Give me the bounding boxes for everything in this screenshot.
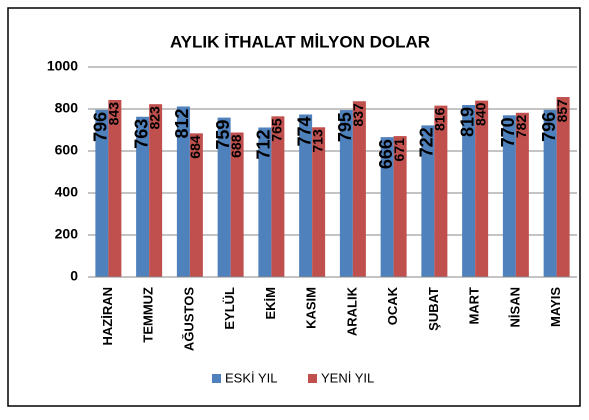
data-label: 837 — [350, 103, 366, 127]
data-label: 666 — [376, 139, 396, 169]
data-label: 671 — [391, 138, 407, 162]
data-label: 819 — [457, 107, 477, 137]
y-tick-label: 600 — [55, 142, 79, 158]
bar — [95, 109, 109, 277]
bar — [462, 105, 476, 277]
bar — [149, 104, 163, 277]
chart-border — [7, 7, 581, 407]
bar — [299, 114, 313, 278]
data-label: 796 — [539, 112, 559, 142]
bar — [543, 109, 557, 277]
data-label: 840 — [472, 102, 488, 126]
bar — [475, 100, 489, 277]
bar — [352, 101, 366, 277]
data-label: 770 — [498, 117, 518, 147]
x-tick-label: NİSAN — [507, 287, 522, 327]
data-label: 816 — [432, 107, 448, 131]
bar — [421, 125, 435, 277]
bar — [230, 132, 244, 277]
bar — [380, 137, 394, 277]
bar — [108, 99, 122, 277]
chart-title: AYLIK İTHALAT MİLYON DOLAR — [170, 32, 430, 51]
data-label: 713 — [309, 129, 325, 153]
legend-swatch — [212, 374, 221, 383]
data-label: 795 — [335, 112, 355, 142]
y-tick-label: 1000 — [47, 58, 78, 74]
data-label: 823 — [146, 106, 162, 130]
legend-label: YENİ YIL — [321, 370, 374, 385]
data-label: 796 — [91, 112, 111, 142]
bar — [176, 106, 190, 277]
data-label: 765 — [269, 118, 285, 142]
data-label: 774 — [294, 116, 314, 146]
x-tick-label: ARALIK — [344, 286, 359, 336]
data-label: 812 — [172, 108, 192, 138]
data-label: 782 — [513, 115, 529, 139]
bar — [312, 127, 326, 278]
bar — [217, 117, 231, 277]
data-label: 712 — [254, 129, 274, 159]
bar — [271, 116, 285, 277]
y-tick-label: 0 — [70, 268, 78, 284]
bar — [556, 97, 570, 277]
data-label: 688 — [228, 134, 244, 158]
bar — [136, 116, 150, 278]
data-label: 857 — [554, 99, 570, 123]
x-tick-label: KASIM — [304, 287, 319, 329]
bar — [515, 112, 529, 277]
legend-label: ESKİ YIL — [225, 370, 278, 385]
bar — [393, 136, 407, 277]
x-tick-label: HAZİRAN — [100, 287, 115, 346]
y-tick-label: 800 — [55, 100, 79, 116]
x-tick-label: AĞUSTOS — [181, 287, 196, 351]
bar — [339, 110, 353, 277]
x-tick-label: MAYIS — [548, 287, 563, 327]
x-tick-label: OCAK — [385, 286, 400, 325]
legend-swatch — [308, 374, 317, 383]
data-label: 722 — [417, 127, 437, 157]
x-tick-label: MART — [467, 287, 482, 325]
y-tick-label: 200 — [55, 226, 79, 242]
bar — [258, 127, 272, 277]
x-tick-label: EYLÜL — [222, 287, 237, 330]
x-tick-label: ŞUBAT — [426, 287, 441, 331]
data-label: 843 — [106, 102, 122, 126]
data-label: 759 — [213, 120, 233, 150]
bar — [502, 115, 516, 277]
data-label: 684 — [187, 135, 203, 159]
x-tick-label: TEMMUZ — [141, 287, 156, 343]
data-label: 763 — [131, 119, 151, 149]
bar — [189, 133, 203, 277]
x-tick-label: EKİM — [263, 287, 278, 320]
y-tick-label: 400 — [55, 184, 79, 200]
bar — [434, 105, 448, 277]
